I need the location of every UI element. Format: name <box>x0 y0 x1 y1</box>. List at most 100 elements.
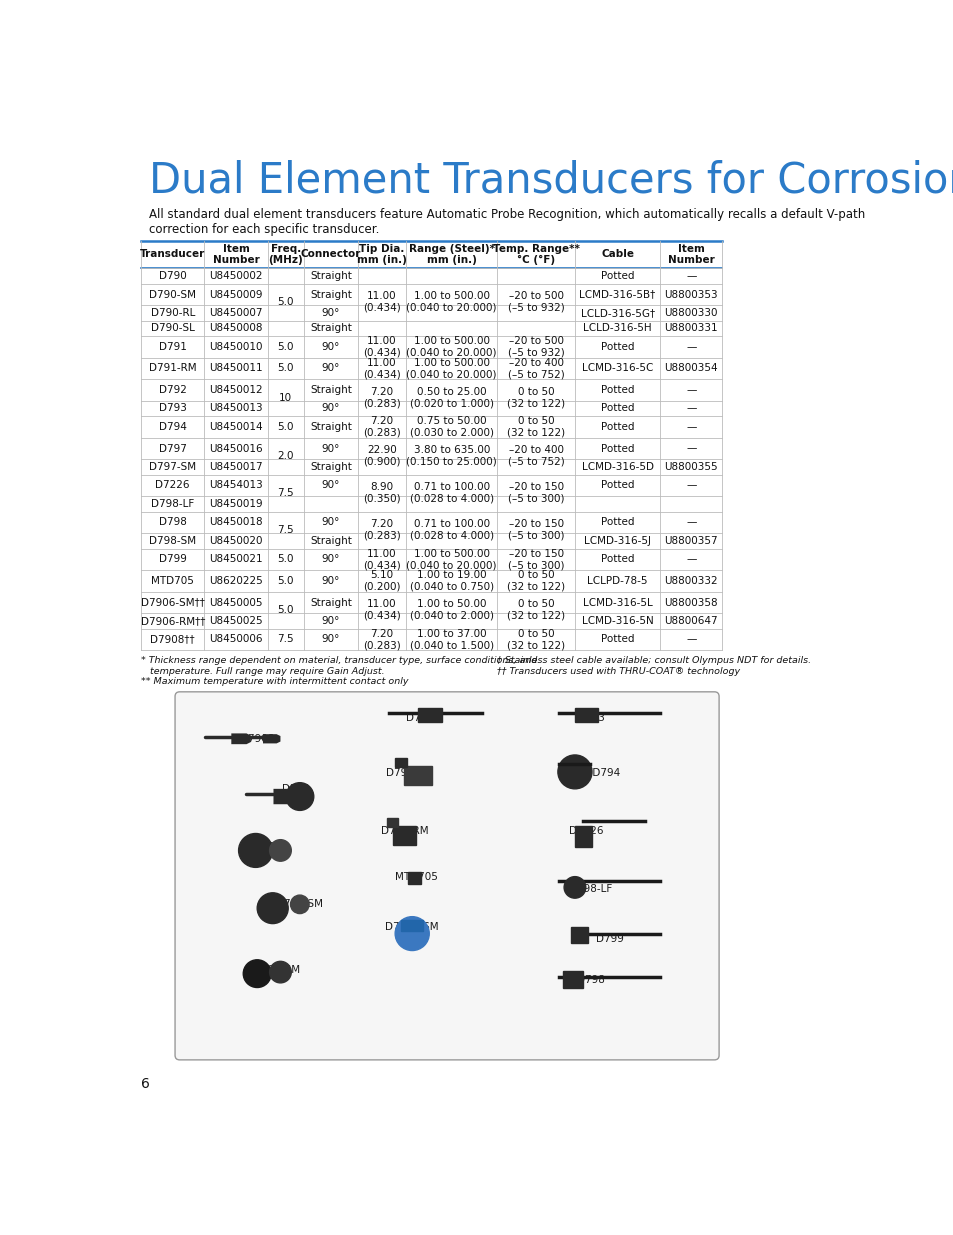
Text: † Stainless steel cable available; consult Olympus NDT for details.
†† Transduce: † Stainless steel cable available; consu… <box>497 656 811 676</box>
Text: 5.0: 5.0 <box>277 605 294 615</box>
Text: D7226: D7226 <box>569 826 603 836</box>
Text: 5.0: 5.0 <box>277 342 294 352</box>
Text: LCMD-316-5D: LCMD-316-5D <box>581 462 653 472</box>
Text: D797: D797 <box>158 443 187 453</box>
Circle shape <box>257 893 288 924</box>
Text: D7226: D7226 <box>155 480 190 490</box>
Text: 5.10
(0.200): 5.10 (0.200) <box>363 571 400 592</box>
Text: U8450007: U8450007 <box>210 308 263 317</box>
Bar <box>562 971 583 988</box>
Polygon shape <box>274 789 294 804</box>
Text: U8450014: U8450014 <box>210 422 263 432</box>
Text: Potted: Potted <box>600 517 634 527</box>
Text: Straight: Straight <box>310 536 352 546</box>
Text: Straight: Straight <box>310 462 352 472</box>
Text: 5.0: 5.0 <box>277 363 294 373</box>
Text: 90°: 90° <box>321 443 339 453</box>
Text: Potted: Potted <box>600 404 634 414</box>
Text: Item
Number: Item Number <box>213 243 259 266</box>
Text: U8800357: U8800357 <box>663 536 718 546</box>
Text: U8450016: U8450016 <box>210 443 263 453</box>
Text: 7.20
(0.283): 7.20 (0.283) <box>363 416 400 437</box>
Text: –20 to 150
(–5 to 300): –20 to 150 (–5 to 300) <box>507 483 564 504</box>
Text: 11.00
(0.434): 11.00 (0.434) <box>363 358 400 379</box>
Text: 1.00 to 500.00
(0.040 to 20.000): 1.00 to 500.00 (0.040 to 20.000) <box>406 358 497 379</box>
Text: D798-SM: D798-SM <box>149 536 196 546</box>
Text: 90°: 90° <box>321 480 339 490</box>
Text: LCMD-316-5J: LCMD-316-5J <box>583 536 650 546</box>
Text: 0.71 to 100.00
(0.028 to 4.000): 0.71 to 100.00 (0.028 to 4.000) <box>409 483 494 504</box>
Text: D790-SL: D790-SL <box>247 841 291 852</box>
Text: U8450020: U8450020 <box>210 536 263 546</box>
Text: 0.75 to 50.00
(0.030 to 2.000): 0.75 to 50.00 (0.030 to 2.000) <box>409 416 494 437</box>
Text: D791: D791 <box>158 342 187 352</box>
Text: 11.00
(0.434): 11.00 (0.434) <box>363 336 400 358</box>
Text: U8450018: U8450018 <box>210 517 263 527</box>
Text: 90°: 90° <box>321 342 339 352</box>
Text: –20 to 500
(–5 to 932): –20 to 500 (–5 to 932) <box>507 336 564 358</box>
Text: D790-RL: D790-RL <box>151 308 194 317</box>
Text: 90°: 90° <box>321 576 339 585</box>
Text: LCLPD-78-5: LCLPD-78-5 <box>587 576 647 585</box>
Text: Cable: Cable <box>600 249 634 259</box>
Text: U8450008: U8450008 <box>210 324 263 333</box>
Text: 11.00
(0.434): 11.00 (0.434) <box>363 599 400 621</box>
Text: D7906-RM††: D7906-RM†† <box>140 616 205 626</box>
Text: 7.5: 7.5 <box>277 635 294 645</box>
Text: 0.71 to 100.00
(0.028 to 4.000): 0.71 to 100.00 (0.028 to 4.000) <box>409 520 494 541</box>
Bar <box>395 758 406 767</box>
Text: 11.00
(0.434): 11.00 (0.434) <box>363 548 400 571</box>
Text: 1.00 to 19.00
(0.040 to 0.750): 1.00 to 19.00 (0.040 to 0.750) <box>409 571 494 592</box>
Text: U8450011: U8450011 <box>210 363 263 373</box>
Text: U8450019: U8450019 <box>210 499 263 509</box>
Text: —: — <box>685 443 696 453</box>
Text: LCLD-316-5H: LCLD-316-5H <box>582 324 651 333</box>
Text: D798: D798 <box>158 517 187 527</box>
Text: 90°: 90° <box>321 517 339 527</box>
Text: U8450005: U8450005 <box>210 598 263 608</box>
Text: D798-LF: D798-LF <box>151 499 194 509</box>
Text: D790-RL: D790-RL <box>386 768 430 778</box>
Text: 0 to 50
(32 to 122): 0 to 50 (32 to 122) <box>507 629 565 651</box>
Text: 90°: 90° <box>321 404 339 414</box>
Text: U8454013: U8454013 <box>209 480 263 490</box>
Text: 6: 6 <box>141 1077 150 1092</box>
Text: –20 to 400
(–5 to 752): –20 to 400 (–5 to 752) <box>507 446 564 467</box>
Text: —: — <box>685 385 696 395</box>
Text: 7.20
(0.283): 7.20 (0.283) <box>363 387 400 409</box>
Circle shape <box>563 877 585 898</box>
Text: LCLD-316-5G†: LCLD-316-5G† <box>580 308 654 317</box>
Polygon shape <box>263 734 280 743</box>
Text: U8800355: U8800355 <box>663 462 718 472</box>
Text: U8800353: U8800353 <box>663 289 718 300</box>
Text: D791-RM: D791-RM <box>149 363 196 373</box>
Text: Potted: Potted <box>600 635 634 645</box>
Text: Straight: Straight <box>310 422 352 432</box>
Text: —: — <box>685 480 696 490</box>
Circle shape <box>270 961 291 983</box>
Text: 1.00 to 50.00
(0.040 to 2.000): 1.00 to 50.00 (0.040 to 2.000) <box>409 599 494 621</box>
Text: MTD705: MTD705 <box>395 872 437 882</box>
Text: D790-SM: D790-SM <box>276 899 323 909</box>
Text: Item
Number: Item Number <box>667 243 714 266</box>
Text: LCMD-316-5B†: LCMD-316-5B† <box>578 289 655 300</box>
Text: Temp. Range**
°C (°F): Temp. Range** °C (°F) <box>493 243 579 266</box>
Text: 2.0: 2.0 <box>277 451 294 461</box>
Text: U8800354: U8800354 <box>663 363 718 373</box>
Text: D798: D798 <box>576 974 604 984</box>
Text: —: — <box>685 422 696 432</box>
Bar <box>404 766 431 785</box>
Text: 90°: 90° <box>321 635 339 645</box>
Bar <box>571 927 587 942</box>
Text: D799: D799 <box>596 934 623 944</box>
Text: 90°: 90° <box>321 616 339 626</box>
Text: Straight: Straight <box>310 270 352 282</box>
Text: D7906-SM††: D7906-SM†† <box>141 598 205 608</box>
Text: Straight: Straight <box>310 385 352 395</box>
Text: 7.20
(0.283): 7.20 (0.283) <box>363 520 400 541</box>
Text: D7906-SM: D7906-SM <box>385 923 438 932</box>
Text: D798-LF: D798-LF <box>568 884 612 894</box>
Text: —: — <box>685 404 696 414</box>
Text: 10: 10 <box>279 393 293 403</box>
Text: 90°: 90° <box>321 308 339 317</box>
